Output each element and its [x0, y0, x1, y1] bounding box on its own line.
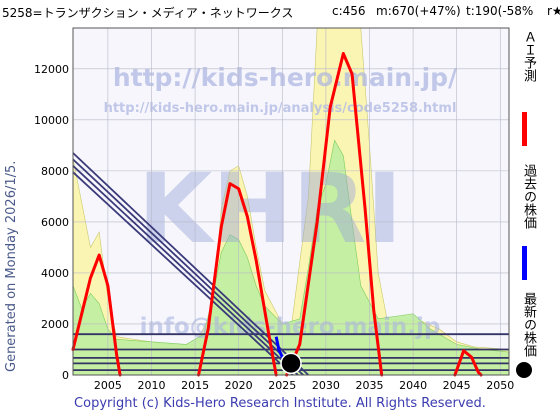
x-tick-label-2040: 2040: [399, 379, 427, 392]
trend-line-2: [72, 165, 299, 376]
y-tick-label-6000: 6000: [41, 216, 69, 229]
x-tick-label-2030: 2030: [312, 379, 340, 392]
x-tick-label-2020: 2020: [225, 379, 253, 392]
rating-star: r★: [547, 4, 560, 18]
x-tick-label-2010: 2010: [137, 379, 165, 392]
y-tick-label-0: 0: [62, 369, 69, 382]
stock-title: 5258=トランザクション・メディア・ネットワークス: [2, 6, 294, 20]
watermark-logo: KHRI: [138, 153, 402, 265]
x-tick-label-2015: 2015: [181, 379, 209, 392]
trend-line-3: [72, 171, 294, 376]
watermark: KHRI http://kids-hero.main.jp/ http://ki…: [104, 63, 458, 340]
ai-forecast-segment-1: [197, 182, 278, 377]
x-tick-label-2045: 2045: [443, 379, 471, 392]
legend-past-swatch: [522, 246, 527, 280]
ai-forecast-segment-0: [71, 253, 122, 377]
ai-forecast-segment-2: [285, 52, 384, 377]
legend-latest-dot: [516, 362, 532, 378]
watermark-analysis-url: http://kids-hero.main.jp/analysis/code52…: [104, 101, 457, 116]
trend-line-1: [72, 158, 304, 376]
x-tick-label-2025: 2025: [268, 379, 296, 392]
legend-ai-swatch: [522, 112, 527, 146]
y-tick-label-10000: 10000: [34, 114, 69, 127]
generated-label: Generated on Monday 2026/1/5.: [4, 160, 19, 372]
y-tick-label-12000: 12000: [34, 63, 69, 76]
target-price: t:190(-58%: [466, 4, 534, 18]
latest-price-dot: [280, 352, 302, 375]
watermark-url: http://kids-hero.main.jp/: [113, 63, 458, 92]
legend-ai-label: ＡＩ予測: [521, 30, 536, 82]
legend: ＡＩ予測 過去の株価 最新の株価: [512, 24, 552, 384]
plot-background: [73, 28, 509, 375]
axis-ticks: 2005 2010 2015 2020 2025 2030 2035 2040 2045 2050…: [34, 63, 514, 392]
y-tick-label-8000: 8000: [41, 165, 69, 178]
x-tick-label-2005: 2005: [94, 379, 122, 392]
copyright: Copyright (c) Kids-Hero Research Institu…: [74, 396, 486, 411]
y-tick-label-2000: 2000: [41, 318, 69, 331]
watermark-email: info@kids-hero.main.jp: [140, 314, 441, 340]
x-tick-label-2035: 2035: [355, 379, 383, 392]
legend-latest-label: 最新の株価: [521, 292, 536, 357]
series-lines: [71, 52, 483, 377]
plot-frame: [72, 27, 510, 376]
max-price: m:670(+47%): [376, 4, 461, 18]
ai-forecast-segment-3: [453, 349, 483, 377]
chart-header: 5258=トランザクション・メディア・ネットワークス c:456 m:670(+…: [0, 0, 560, 22]
y-tick-label-4000: 4000: [41, 267, 69, 280]
current-price: c:456: [332, 4, 366, 18]
x-tick-label-2050: 2050: [486, 379, 514, 392]
legend-past-label: 過去の株価: [521, 164, 536, 229]
